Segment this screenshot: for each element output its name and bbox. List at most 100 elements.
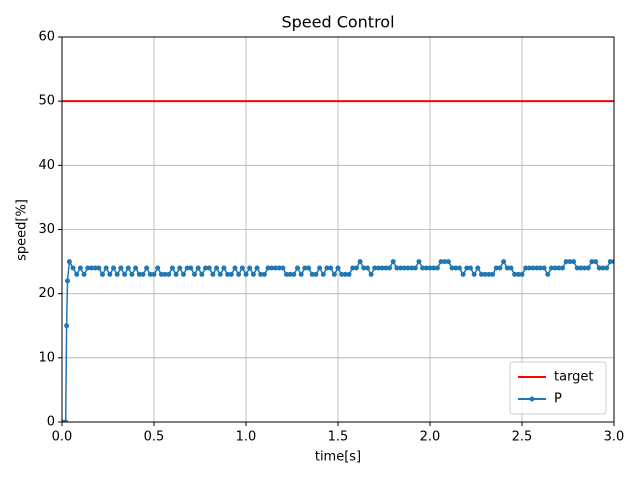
data-point <box>77 265 83 271</box>
data-point <box>247 265 253 271</box>
data-point <box>320 271 326 277</box>
data-point <box>151 271 157 277</box>
data-point <box>405 265 411 271</box>
data-point <box>280 265 286 271</box>
data-point <box>287 271 293 277</box>
data-point <box>158 271 164 277</box>
data-point <box>416 259 422 265</box>
data-point <box>346 271 352 277</box>
data-point <box>515 271 521 277</box>
data-point <box>523 265 529 271</box>
data-point <box>449 265 455 271</box>
data-point <box>236 271 242 277</box>
data-point <box>409 265 415 271</box>
data-point <box>467 265 473 271</box>
data-point <box>184 265 190 271</box>
data-point <box>155 265 161 271</box>
legend-label: target <box>554 370 594 385</box>
data-point <box>64 323 70 329</box>
data-point <box>147 271 153 277</box>
data-point <box>122 271 128 277</box>
data-point <box>265 265 271 271</box>
data-point <box>70 265 76 271</box>
data-point <box>88 265 94 271</box>
data-point <box>582 265 588 271</box>
data-point <box>390 259 396 265</box>
data-point <box>144 265 150 271</box>
data-point <box>559 265 565 271</box>
data-point <box>177 265 183 271</box>
data-point <box>210 271 216 277</box>
data-point <box>188 265 194 271</box>
data-point <box>228 271 234 277</box>
data-point <box>545 271 551 277</box>
data-point <box>81 271 87 277</box>
data-point <box>272 265 278 271</box>
data-point <box>221 265 227 271</box>
data-point <box>589 259 595 265</box>
data-point <box>173 271 179 277</box>
data-point <box>548 265 554 271</box>
y-tick-label: 20 <box>38 286 55 301</box>
data-point <box>530 265 536 271</box>
data-point <box>191 271 197 277</box>
data-point <box>225 271 231 277</box>
data-point <box>512 271 518 277</box>
legend-marker <box>529 396 535 402</box>
data-point <box>464 265 470 271</box>
data-point <box>504 265 510 271</box>
data-point <box>166 271 172 277</box>
data-point <box>254 265 260 271</box>
y-tick-label: 50 <box>38 94 55 109</box>
data-point <box>420 265 426 271</box>
data-point <box>401 265 407 271</box>
data-point <box>353 265 359 271</box>
data-point <box>508 265 514 271</box>
data-point <box>324 265 330 271</box>
data-point <box>99 271 105 277</box>
data-point <box>434 265 440 271</box>
data-point <box>497 265 503 271</box>
data-point <box>65 278 71 284</box>
data-point <box>593 259 599 265</box>
data-point <box>313 271 319 277</box>
data-point <box>541 265 547 271</box>
data-point <box>607 259 613 265</box>
data-point <box>195 265 201 271</box>
data-point <box>118 265 124 271</box>
data-point <box>368 271 374 277</box>
y-tick-label: 40 <box>38 158 55 173</box>
data-point <box>103 265 109 271</box>
data-point <box>114 271 120 277</box>
data-point <box>526 265 532 271</box>
data-point <box>350 265 356 271</box>
x-tick-label: 0.0 <box>52 430 73 445</box>
data-point <box>140 271 146 277</box>
data-point <box>493 265 499 271</box>
data-point <box>574 265 580 271</box>
data-point <box>398 265 404 271</box>
data-point <box>125 265 131 271</box>
data-point <box>412 265 418 271</box>
data-point <box>563 259 569 265</box>
data-point <box>379 265 385 271</box>
data-point <box>331 271 337 277</box>
data-point <box>335 265 341 271</box>
y-tick-label: 10 <box>38 350 55 365</box>
x-axis-label: time[s] <box>315 450 361 465</box>
data-point <box>375 265 381 271</box>
data-point <box>276 265 282 271</box>
data-point <box>214 265 220 271</box>
data-point <box>445 259 451 265</box>
x-tick-label: 2.0 <box>420 430 441 445</box>
data-point <box>85 265 91 271</box>
x-tick-label: 1.5 <box>328 430 349 445</box>
y-tick-label: 0 <box>47 415 55 430</box>
data-point <box>490 271 496 277</box>
data-point <box>339 271 345 277</box>
data-point <box>133 265 139 271</box>
data-point <box>471 271 477 277</box>
data-point <box>269 265 275 271</box>
data-point <box>206 265 212 271</box>
